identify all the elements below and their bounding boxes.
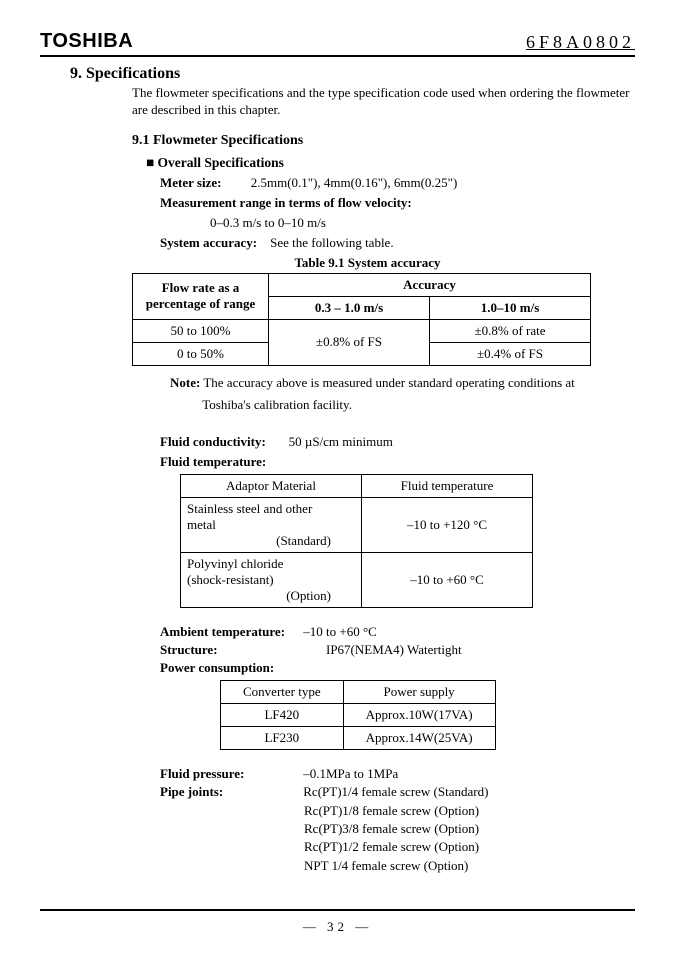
fluid-temp-label-row: Fluid temperature: (160, 454, 635, 470)
ambient-value: –10 to +60 °C (303, 624, 377, 639)
t1-header-col2: 1.0–10 m/s (430, 296, 591, 319)
kv-block-2: Fluid pressure: –0.1MPa to 1MPa Pipe joi… (160, 766, 635, 800)
pipe-joint-4: NPT 1/4 female screw (Option) (304, 857, 635, 875)
t3-r2c1: LF230 (221, 726, 344, 749)
power-row: Power consumption: (160, 660, 635, 676)
power-table: Converter type Power supply LF420 Approx… (220, 680, 496, 750)
pipe-joint-0: Rc(PT)1/4 female screw (Standard) (303, 784, 488, 799)
t3-h2: Power supply (343, 680, 495, 703)
meter-size-row: Meter size: 2.5mm(0.1"), 4mm(0.16"), 6mm… (160, 175, 635, 191)
fluid-temp-table: Adaptor Material Fluid temperature Stain… (180, 474, 533, 608)
ambient-row: Ambient temperature: –10 to +60 °C (160, 624, 635, 640)
ambient-label: Ambient temperature: (160, 624, 300, 640)
t3-r2c2: Approx.14W(25VA) (343, 726, 495, 749)
sys-acc-row: System accuracy: See the following table… (160, 235, 635, 251)
fluid-pressure-label: Fluid pressure: (160, 766, 300, 782)
meas-range-label-row: Measurement range in terms of flow veloc… (160, 195, 635, 211)
section-intro: The flowmeter specifications and the typ… (132, 85, 635, 119)
t1-header-acc: Accuracy (269, 273, 591, 296)
pipe-joints-list: Rc(PT)1/8 female screw (Option) Rc(PT)3/… (304, 802, 635, 875)
pipe-joints-label: Pipe joints: (160, 784, 300, 800)
pipe-joint-1: Rc(PT)1/8 female screw (Option) (304, 802, 635, 820)
t3-r1c2: Approx.10W(17VA) (343, 703, 495, 726)
section-title: 9. Specifications (70, 65, 635, 83)
t2-h2: Fluid temperature (362, 474, 533, 497)
page: TOSHIBA 6F8A0802 9. Specifications The f… (0, 0, 675, 895)
structure-label: Structure: (160, 642, 300, 658)
t2-r1c1c: (Standard) (187, 533, 351, 549)
note-text2: Toshiba's calibration facility. (202, 397, 352, 412)
note-block: Note: The accuracy above is measured und… (170, 372, 635, 416)
t2-r2c2: –10 to +60 °C (362, 552, 533, 607)
t1-r2c0: 0 to 50% (133, 342, 269, 365)
page-header: TOSHIBA 6F8A0802 (40, 30, 635, 57)
t2-r2c1: Polyvinyl chloride (shock-resistant) (Op… (181, 552, 362, 607)
subsection-title: 9.1 Flowmeter Specifications (132, 133, 635, 149)
note-label: Note: (170, 375, 200, 390)
fluid-cond-value: 50 µS/cm minimum (289, 434, 393, 449)
meas-range-label: Measurement range in terms of flow veloc… (160, 195, 412, 210)
pipe-joint-2: Rc(PT)3/8 female screw (Option) (304, 820, 635, 838)
t3-h1: Converter type (221, 680, 344, 703)
accuracy-table: Flow rate as a percentage of range Accur… (132, 273, 591, 366)
t3-r1c1: LF420 (221, 703, 344, 726)
structure-row: Structure: IP67(NEMA4) Watertight (160, 642, 635, 658)
pipe-joint-3: Rc(PT)1/2 female screw (Option) (304, 838, 635, 856)
t2-r1c1a: Stainless steel and other (187, 501, 312, 516)
fluid-cond-row: Fluid conductivity: 50 µS/cm minimum (160, 434, 635, 450)
note-text1: The accuracy above is measured under sta… (203, 375, 574, 390)
fluid-cond-label: Fluid conductivity: (160, 434, 266, 449)
fluid-pressure-row: Fluid pressure: –0.1MPa to 1MPa (160, 766, 635, 782)
t1-merged: ±0.8% of FS (269, 319, 430, 365)
t1-r2c2: ±0.4% of FS (430, 342, 591, 365)
sys-acc-value: See the following table. (270, 235, 393, 250)
brand-logo: TOSHIBA (40, 30, 133, 53)
meter-size-value: 2.5mm(0.1"), 4mm(0.16"), 6mm(0.25") (251, 175, 458, 190)
document-number: 6F8A0802 (526, 32, 635, 53)
table1-caption: Table 9.1 System accuracy (100, 255, 635, 271)
footer-rule (40, 909, 635, 911)
fluid-temp-label: Fluid temperature: (160, 454, 266, 469)
meas-range-value: 0–0.3 m/s to 0–10 m/s (210, 215, 635, 231)
t2-r2c1a: Polyvinyl chloride (187, 556, 283, 571)
t2-h1: Adaptor Material (181, 474, 362, 497)
t1-r1c2: ±0.8% of rate (430, 319, 591, 342)
meter-size-label: Meter size: (160, 175, 221, 190)
t1-header-col1: 0.3 – 1.0 m/s (269, 296, 430, 319)
t1-header-rate: Flow rate as a percentage of range (133, 273, 269, 319)
t2-r2c1c: (Option) (187, 588, 351, 604)
fluid-pressure-value: –0.1MPa to 1MPa (303, 766, 398, 781)
structure-value: IP67(NEMA4) Watertight (326, 642, 462, 657)
overall-heading: ■ Overall Specifications (146, 155, 635, 171)
page-number: — 32 — (0, 919, 675, 935)
t2-r1c1b: metal (187, 517, 216, 532)
t2-r1c2: –10 to +120 °C (362, 497, 533, 552)
sys-acc-label: System accuracy: (160, 235, 257, 250)
kv-block: Ambient temperature: –10 to +60 °C Struc… (160, 624, 635, 676)
t2-r2c1b: (shock-resistant) (187, 572, 274, 587)
power-label: Power consumption: (160, 660, 300, 676)
t2-r1c1: Stainless steel and other metal (Standar… (181, 497, 362, 552)
t1-r1c0: 50 to 100% (133, 319, 269, 342)
pipe-joints-row: Pipe joints: Rc(PT)1/4 female screw (Sta… (160, 784, 635, 800)
